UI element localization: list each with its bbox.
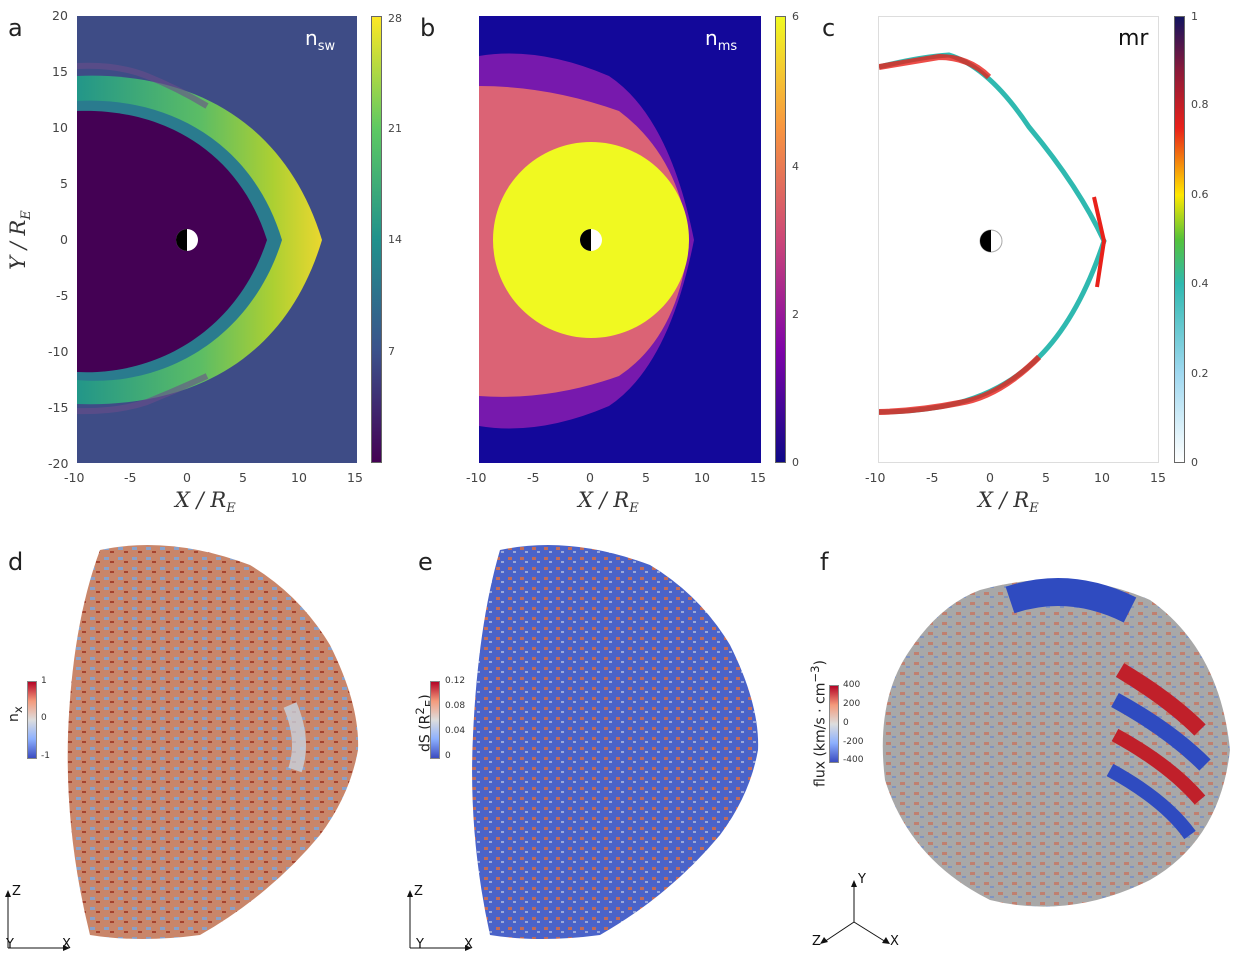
panel-c-colorbar <box>1174 16 1185 463</box>
x-tick: -5 <box>527 470 540 485</box>
panel-b-letter: b <box>420 14 436 42</box>
panel-c-letter: c <box>822 14 836 42</box>
panel-a-letter: a <box>8 14 23 42</box>
panel-a-cbar-tick: 14 <box>388 233 402 246</box>
panel-c-quantity-label: mr <box>1118 26 1149 51</box>
panel-b-cbar-tick: 6 <box>792 10 799 23</box>
y-tick: 10 <box>52 120 68 135</box>
x-tick: 0 <box>986 470 994 485</box>
panel-a-x-axis-label: X / RE <box>175 488 236 517</box>
panel-f-colorbar-label: flux (km/s · cm−3) <box>808 660 829 787</box>
y-tick: 0 <box>60 232 68 247</box>
x-tick: -5 <box>926 470 939 485</box>
x-tick: -10 <box>865 470 886 485</box>
panel-f-cbar-tick: 200 <box>843 699 861 709</box>
panel-f-cbar-tick: 0 <box>843 718 849 728</box>
panel-f-colorbar <box>829 685 839 763</box>
y-tick: -5 <box>56 288 69 303</box>
panel-c-cbar-tick: 0.8 <box>1191 98 1209 111</box>
x-tick: 15 <box>347 470 363 485</box>
x-tick: 5 <box>642 470 650 485</box>
panel-b-plot <box>479 16 761 463</box>
panel-b-cbar-tick: 4 <box>792 160 799 173</box>
panel-a-cbar-tick: 7 <box>388 345 395 358</box>
panel-d-letter: d <box>8 548 24 576</box>
x-tick: 5 <box>239 470 247 485</box>
x-tick: 0 <box>183 470 191 485</box>
x-tick: 10 <box>1094 470 1110 485</box>
panel-d-surface <box>60 535 390 945</box>
panel-c-cbar-tick: 0 <box>1191 456 1198 469</box>
panel-a-colorbar <box>371 16 382 463</box>
x-tick: 15 <box>750 470 766 485</box>
x-tick: 10 <box>694 470 710 485</box>
x-tick: 10 <box>291 470 307 485</box>
panel-f-cbar-tick: -400 <box>843 755 864 765</box>
panel-a-y-axis-label: Y / RE <box>5 210 35 270</box>
panel-d-cbar-tick: 1 <box>41 676 47 686</box>
panel-b-x-axis-label: X / RE <box>578 488 639 517</box>
panel-e-cbar-tick: 0.04 <box>445 726 466 736</box>
x-tick: 5 <box>1042 470 1050 485</box>
y-tick: -10 <box>48 344 69 359</box>
panel-c-cbar-tick: 0.4 <box>1191 277 1209 290</box>
panel-a-cbar-tick: 21 <box>388 122 402 135</box>
x-tick: -10 <box>466 470 487 485</box>
panel-e-cbar-tick: 0.08 <box>445 701 466 711</box>
panel-b-cbar-tick: 2 <box>792 308 799 321</box>
y-tick: 15 <box>52 64 68 79</box>
y-tick: -20 <box>48 456 69 471</box>
panel-e-surface <box>470 535 790 945</box>
y-label-var: Y <box>5 255 30 270</box>
panel-a-plot <box>77 16 357 463</box>
y-tick: 5 <box>60 176 68 191</box>
panel-e-letter: e <box>418 548 433 576</box>
panel-f-surface <box>870 560 1235 925</box>
y-tick: 20 <box>52 8 68 23</box>
y-tick: -15 <box>48 400 69 415</box>
panel-f-axis-triad: Y Z X <box>812 872 899 949</box>
panel-c-cbar-tick: 0.2 <box>1191 367 1209 380</box>
panel-d-colorbar <box>27 681 37 759</box>
panel-f-cbar-tick: 400 <box>843 680 861 690</box>
x-tick: 15 <box>1150 470 1166 485</box>
panel-f-cbar-tick: -200 <box>843 737 864 747</box>
panel-d-cbar-tick: 0 <box>41 713 47 723</box>
panel-a-quantity-label: nsw <box>305 26 336 54</box>
panel-b-colorbar <box>775 16 786 463</box>
panel-a-cbar-tick: 28 <box>388 12 402 25</box>
panel-c-plot <box>878 16 1159 463</box>
panel-e-axis-triad: Z Y X <box>404 880 484 955</box>
x-tick: -10 <box>64 470 85 485</box>
panel-d-cbar-tick: -1 <box>41 751 50 761</box>
panel-c-x-axis-label: X / RE <box>978 488 1039 517</box>
panel-d-colorbar-label: nx <box>6 706 25 722</box>
panel-f-letter: f <box>820 548 829 576</box>
panel-b-cbar-tick: 0 <box>792 456 799 469</box>
panel-c-cbar-tick: 0.6 <box>1191 188 1209 201</box>
panel-c-cbar-tick: 1 <box>1191 10 1198 23</box>
panel-e-colorbar <box>430 681 440 759</box>
x-tick: 0 <box>586 470 594 485</box>
panel-b-quantity-label: nms <box>705 26 738 54</box>
panel-e-cbar-tick: 0 <box>445 751 451 761</box>
panel-d-axis-triad: Z Y X <box>5 884 71 952</box>
panel-e-cbar-tick: 0.12 <box>445 676 466 686</box>
x-tick: -5 <box>124 470 137 485</box>
